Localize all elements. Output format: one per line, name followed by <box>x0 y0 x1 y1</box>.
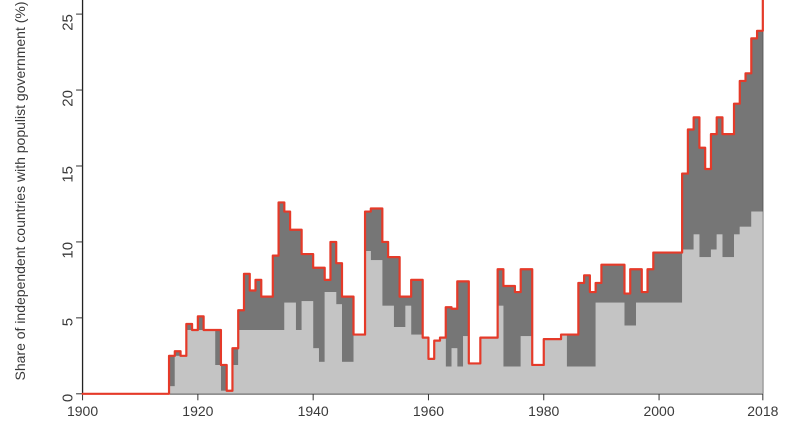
svg-text:2018: 2018 <box>747 403 778 419</box>
svg-text:25: 25 <box>60 14 77 31</box>
svg-text:0: 0 <box>60 394 77 402</box>
svg-text:1940: 1940 <box>298 403 329 419</box>
svg-text:5: 5 <box>60 318 77 326</box>
svg-text:1920: 1920 <box>182 403 213 419</box>
svg-text:1980: 1980 <box>528 403 559 419</box>
svg-text:1960: 1960 <box>413 403 444 419</box>
svg-text:20: 20 <box>60 90 77 107</box>
svg-text:15: 15 <box>60 166 77 183</box>
svg-text:10: 10 <box>60 242 77 259</box>
svg-text:2000: 2000 <box>643 403 674 419</box>
svg-text:1900: 1900 <box>67 403 98 419</box>
